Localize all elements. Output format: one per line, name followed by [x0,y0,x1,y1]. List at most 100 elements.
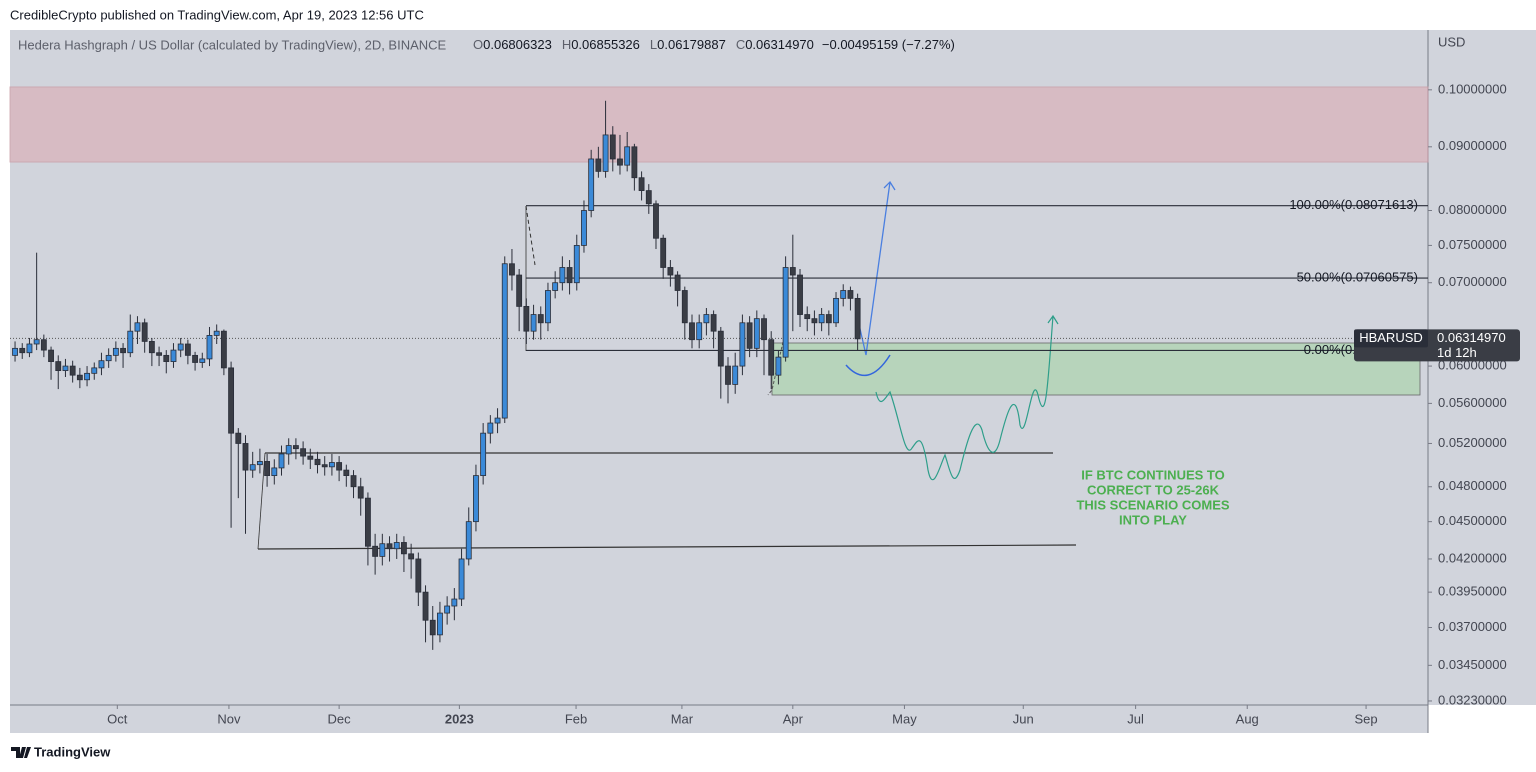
ohlc-value: 0.06179887 [657,37,726,52]
drawn-arrow [857,180,896,356]
candle-body [336,462,343,471]
time-axis-panel [10,705,1428,733]
fib-anchor [525,205,536,266]
candle-body [833,297,839,324]
candle-body [256,461,263,466]
candle-body [674,274,681,291]
candle-body [595,158,602,172]
candle-body [127,330,134,354]
symbol-label: Hedera Hashgraph / US Dollar (calculated… [18,37,447,52]
candle-body [638,177,645,191]
candle-body [141,322,148,342]
candle-body [278,453,285,469]
candle-body [703,314,710,324]
candle-body [552,282,559,291]
candle-body [645,190,652,205]
candle-body [559,267,566,284]
candle-body [112,347,119,356]
candle-body [797,274,803,315]
candle-body [192,354,199,363]
candle-body [545,290,551,324]
candle-body [465,521,472,560]
candle-body [775,356,782,376]
candle-body [681,290,688,324]
candle-body [617,158,623,166]
candle-body [840,290,847,299]
candle-body [199,358,206,363]
candle-body [429,619,436,636]
candle-body [451,598,458,607]
ohlc-change: −0.00495159 (−7.27%) [822,37,955,52]
candle-body [12,347,18,356]
candle-body [379,543,386,557]
footer-brand: TradingView [34,744,111,759]
candle-body [184,343,191,356]
candle-body [458,558,465,600]
candle-body [163,354,170,362]
candle-body [725,365,731,385]
x-tick-label: 2023 [445,711,474,726]
x-tick-label: Jun [1013,711,1034,726]
x-tick-label: Mar [671,711,694,726]
candle-body [530,314,537,332]
candle-body [228,367,235,434]
ohlc-legend: O0.06806323 H0.06855326 L0.06179887 C0.0631… [473,37,955,52]
candle-body [573,245,580,284]
candle-body [408,553,415,560]
candle-body [206,335,213,360]
x-tick-label: Jul [1127,711,1144,726]
candle-body [444,605,451,614]
candle-body [689,322,695,341]
candle-body [494,417,501,424]
y-tick-label: 0.10000000 [1438,81,1507,96]
candle-body [753,318,760,349]
candle-body [177,343,184,351]
candle-body [624,146,631,166]
candle-body [480,432,487,476]
candle-body [609,134,616,160]
ohlc-value: 0.06314970 [745,37,814,52]
candle-body [300,448,307,457]
candle-body [631,146,638,179]
candle-body [357,486,364,499]
trend-line [257,452,266,550]
candle-body [170,349,177,362]
candle-body [761,318,767,341]
candle-body [120,347,126,354]
candle-body [235,432,242,444]
y-tick-label: 0.04800000 [1438,478,1507,493]
candle-body [825,314,832,324]
y-tick-label: 0.03950000 [1438,584,1507,599]
candle-body [811,318,818,324]
ohlc-value: 0.06855326 [571,37,640,52]
candle-body [307,455,314,460]
candle-body [789,267,796,276]
candle-body [746,322,753,349]
candle-body [588,158,595,211]
annotation: IF BTC CONTINUES TO [1081,467,1224,482]
candle-body [213,330,220,336]
candle-body [696,322,703,341]
ohlc-key: C [736,37,745,52]
y-tick-label: 0.08000000 [1438,202,1507,217]
y-tick-label: 0.09000000 [1438,138,1507,153]
candle-body [55,361,62,372]
y-tick-label: 0.03230000 [1438,692,1507,707]
x-tick-label: Oct [107,711,128,726]
y-tick-label: 0.04500000 [1438,513,1507,528]
candle-body [91,367,98,374]
drawn-path [875,314,1059,481]
candle-body [401,542,407,555]
price-tag-value: 0.06314970 [1437,330,1506,345]
x-tick-label: Apr [783,711,804,726]
candle-body [271,467,278,476]
x-tick-label: May [892,711,917,726]
candle-body [487,422,494,434]
annotation: CORRECT TO 25-26K [1087,482,1220,497]
candle-body [26,343,33,354]
candle-body [804,314,811,320]
candle-body [285,445,292,455]
candle-body [350,475,357,488]
